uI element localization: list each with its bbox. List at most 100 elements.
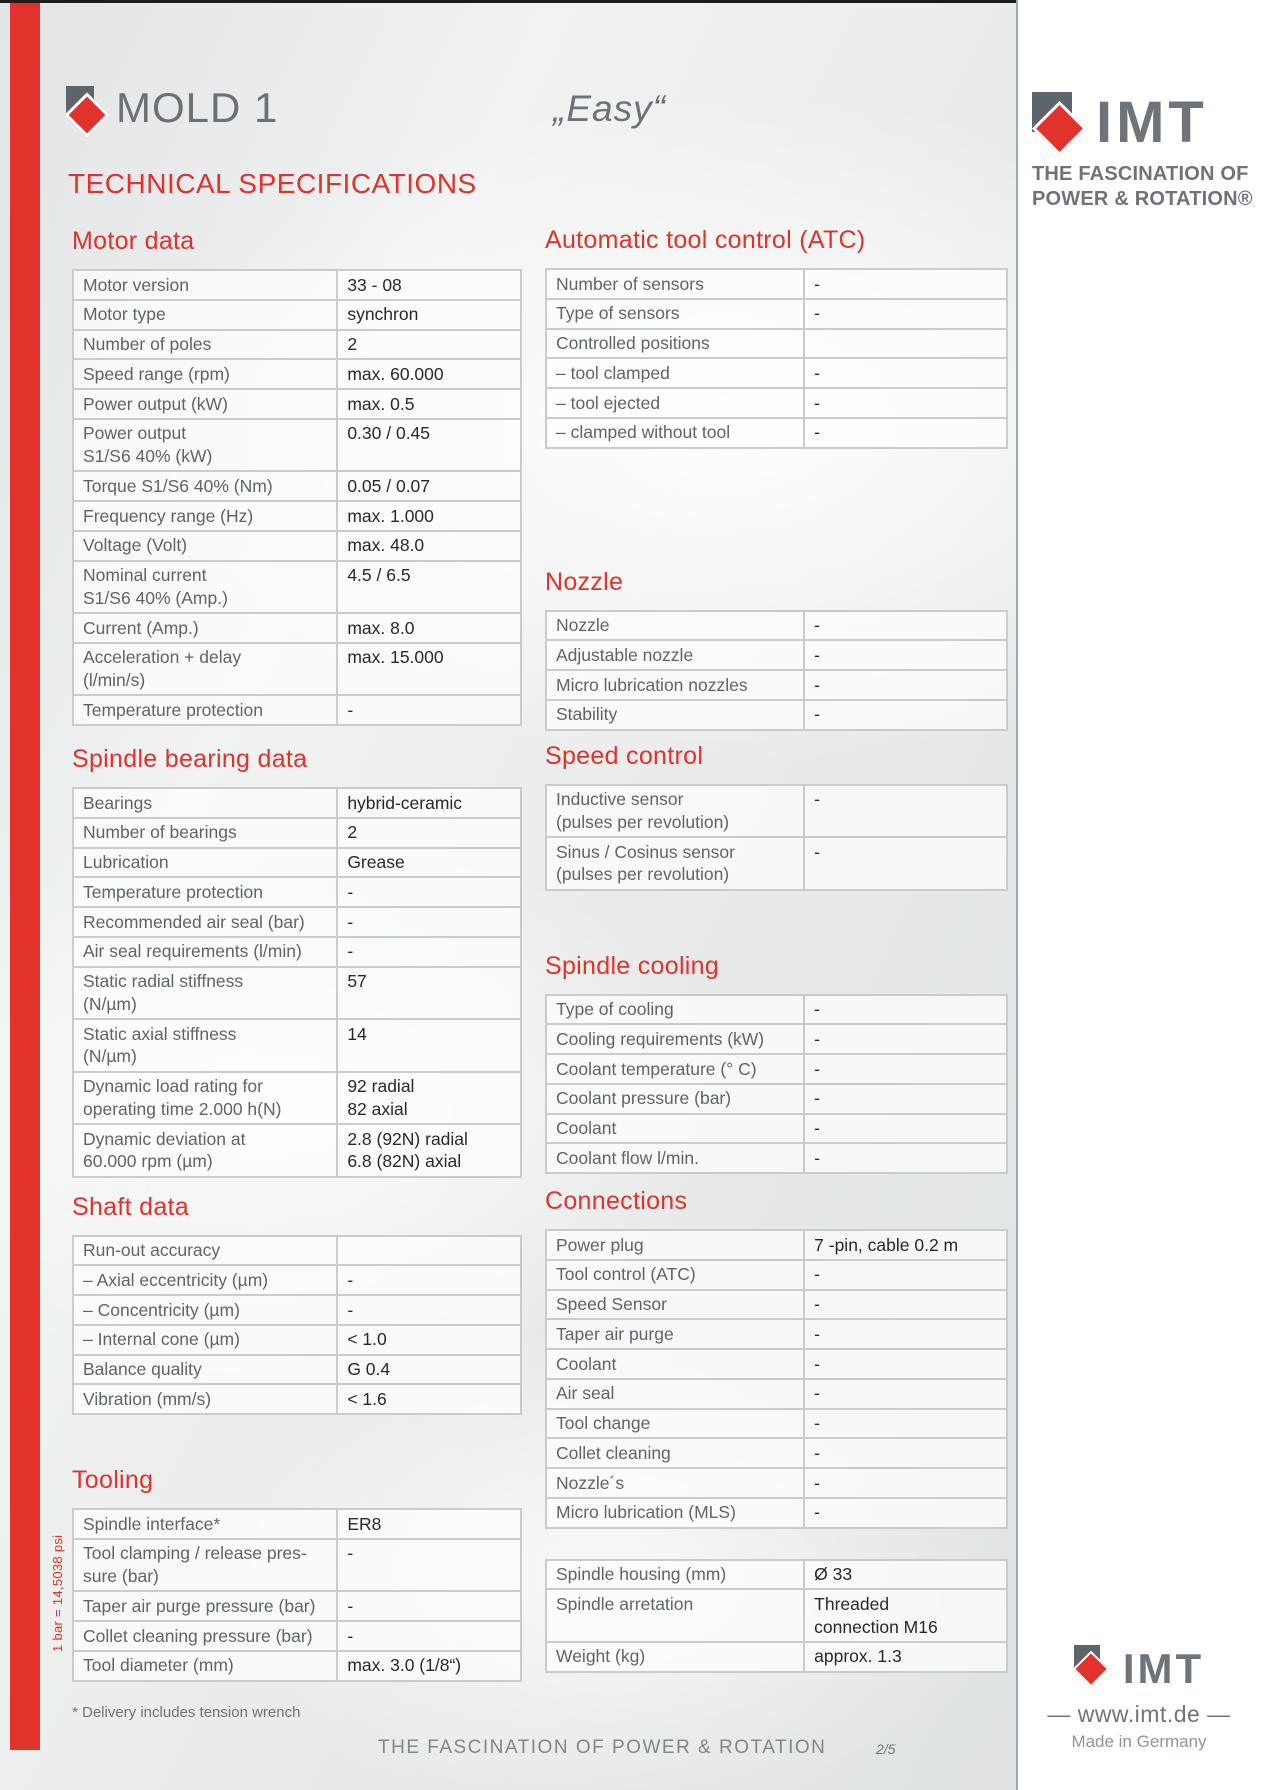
table-row: Coolant temperature (° C) -: [544, 1053, 1008, 1085]
table-row: Coolant flow l/min. -: [544, 1142, 1008, 1174]
row-value: 33 - 08: [336, 269, 522, 301]
shaft-data-table: Run-out accuracy – Axial eccentricity (µm…: [71, 1234, 522, 1415]
row-label: Micro lubrication (MLS): [544, 1496, 806, 1529]
table-row: – Internal cone (µm) < 1.0: [71, 1323, 522, 1356]
table-row: Controlled positions: [544, 327, 1008, 360]
row-value: synchron: [336, 298, 522, 331]
table-row: Micro lubrication nozzles -: [544, 669, 1008, 701]
table-row: – Axial eccentricity (µm) -: [71, 1264, 522, 1296]
row-label: – Axial eccentricity (µm): [71, 1264, 339, 1296]
row-label: Static radial stiffness (N/µm): [71, 965, 339, 1020]
row-value: -: [803, 639, 1008, 671]
row-label: Speed Sensor: [544, 1288, 806, 1321]
row-value: -: [803, 1377, 1008, 1410]
row-value: -: [803, 268, 1008, 300]
table-row: Temperature protection -: [71, 694, 522, 726]
row-label: Spindle arretation: [544, 1588, 806, 1643]
row-value: -: [336, 1620, 522, 1652]
row-label: – Concentricity (µm): [71, 1294, 339, 1326]
table-row: Collet cleaning -: [544, 1437, 1008, 1469]
table-row: Recommended air seal (bar) -: [71, 906, 522, 938]
row-label: Vibration (mm/s): [71, 1383, 339, 1415]
row-label: Tool clamping / release pres- sure (bar): [71, 1537, 339, 1593]
table-row: Type of sensors -: [544, 297, 1008, 330]
row-value: -: [803, 783, 1008, 838]
delivery-footnote: * Delivery includes tension wrench: [72, 1703, 301, 1721]
row-value: -: [803, 1467, 1008, 1499]
speed-control-table: Inductive sensor (pulses per revolution)…: [544, 783, 1008, 891]
row-label: Taper air purge pressure (bar): [71, 1590, 339, 1622]
row-value: 4.5 / 6.5: [336, 559, 522, 614]
imt-logo-row: IMT: [1036, 1645, 1242, 1693]
table-row: Sinus / Cosinus sensor (pulses per revol…: [544, 836, 1008, 891]
row-label: Coolant pressure (bar): [544, 1082, 806, 1115]
row-label: Power output (kW): [71, 388, 339, 420]
row-label: Controlled positions: [544, 327, 806, 360]
row-label: Spindle interface*: [71, 1508, 339, 1540]
row-label: Balance quality: [71, 1353, 339, 1386]
table-row: Speed Sensor -: [544, 1288, 1008, 1321]
table-row: Motor version 33 - 08: [71, 269, 522, 301]
row-value: [803, 327, 1008, 360]
row-value: -: [803, 416, 1008, 449]
row-value: -: [803, 387, 1008, 419]
table-row: Micro lubrication (MLS) -: [544, 1496, 1008, 1529]
row-label: Lubrication: [71, 846, 339, 879]
atc-table: Number of sensors - Type of sensors - Contro…: [544, 268, 1008, 449]
general-spec-table: Spindle housing (mm) Ø 33 Spindle arretati…: [544, 1558, 1008, 1673]
row-value: hybrid-ceramic: [336, 787, 522, 819]
table-row: Current (Amp.) max. 8.0: [71, 612, 522, 644]
row-label: – clamped without tool: [544, 416, 806, 449]
row-value: max. 1.000: [336, 500, 522, 532]
table-row: Vibration (mm/s) < 1.6: [71, 1383, 522, 1415]
table-row: Dynamic load rating for operating time 2…: [71, 1070, 522, 1125]
row-label: Coolant: [544, 1112, 806, 1145]
row-value: max. 3.0 (1/8“): [336, 1649, 522, 1682]
row-label: Power output S1/S6 40% (kW): [71, 417, 339, 473]
row-label: Stability: [544, 698, 806, 731]
table-row: Spindle interface* ER8: [71, 1508, 522, 1540]
row-label: Voltage (Volt): [71, 529, 339, 562]
row-label: Collet cleaning pressure (bar): [71, 1620, 339, 1652]
row-label: Spindle housing (mm): [544, 1558, 806, 1591]
table-row: Static radial stiffness (N/µm) 57: [71, 965, 522, 1020]
row-value: -: [803, 1258, 1008, 1291]
row-label: Tool diameter (mm): [71, 1649, 339, 1682]
row-label: Power plug: [544, 1229, 806, 1261]
row-label: Air seal: [544, 1377, 806, 1410]
row-label: Run-out accuracy: [71, 1234, 339, 1267]
section-title-tooling: Tooling: [72, 1466, 154, 1494]
table-row: Nominal current S1/S6 40% (Amp.) 4.5 / 6.…: [71, 559, 522, 614]
table-row: Weight (kg) approx. 1.3: [544, 1640, 1008, 1673]
table-row: Balance quality G 0.4: [71, 1353, 522, 1386]
imt-wordmark: IMT: [1122, 1645, 1205, 1692]
row-value: 0.05 / 0.07: [336, 470, 522, 502]
table-row: Air seal -: [544, 1377, 1008, 1410]
row-value: -: [803, 357, 1008, 389]
row-value: 7 -pin, cable 0.2 m: [803, 1229, 1008, 1261]
table-row: Voltage (Volt) max. 48.0: [71, 529, 522, 562]
table-row: – Concentricity (µm) -: [71, 1294, 522, 1326]
row-value: approx. 1.3: [803, 1640, 1008, 1673]
imt-diamond-icon: [1031, 92, 1088, 157]
row-value: -: [336, 906, 522, 938]
row-value: max. 60.000: [336, 358, 522, 390]
row-value: 2.8 (92N) radial 6.8 (82N) axial: [336, 1123, 522, 1178]
table-row: Bearings hybrid-ceramic: [71, 787, 522, 819]
section-title-speed-control: Speed control: [545, 741, 704, 770]
left-column: Motor data Motor version 33 - 08 Motor typ…: [71, 226, 522, 1721]
table-row: Air seal requirements (l/min) -: [71, 935, 522, 968]
row-value: -: [803, 609, 1008, 642]
table-row: Frequency range (Hz) max. 1.000: [71, 500, 522, 532]
section-title-motor-data: Motor data: [72, 227, 195, 255]
row-label: Taper air purge: [544, 1318, 806, 1350]
row-label: Adjustable nozzle: [544, 639, 806, 671]
row-label: Nozzle: [544, 609, 806, 642]
table-row: Power output S1/S6 40% (kW) 0.30 / 0.45: [71, 417, 522, 473]
row-value: -: [803, 1437, 1008, 1469]
table-row: – clamped without tool -: [544, 416, 1008, 449]
row-label: – tool ejected: [544, 387, 806, 419]
section-title-spindle-bearing-data: Spindle bearing data: [72, 745, 308, 773]
row-label: Motor version: [71, 269, 339, 301]
row-value: -: [803, 836, 1008, 891]
